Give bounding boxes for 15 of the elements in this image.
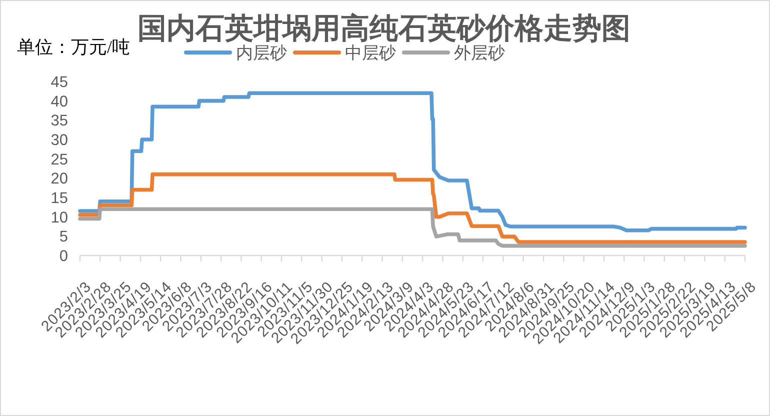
legend-label: 中层砂 <box>345 44 396 62</box>
y-tick-label: 25 <box>50 151 68 168</box>
y-tick-label: 35 <box>50 112 68 130</box>
y-tick-label: 0 <box>59 248 68 265</box>
y-tick-label: 45 <box>50 74 68 91</box>
y-tick-label: 40 <box>50 93 68 110</box>
y-tick-label: 10 <box>50 209 68 226</box>
legend-label: 内层砂 <box>236 44 287 62</box>
y-tick-label: 5 <box>59 228 68 246</box>
y-tick-label: 20 <box>50 170 68 188</box>
chart-title: 国内石英坩埚用高纯石英砂价格走势图 <box>138 12 630 45</box>
legend-label: 外层砂 <box>454 44 505 62</box>
y-axis-title: 单位：万元/吨 <box>17 37 130 57</box>
y-tick-label: 15 <box>50 190 68 207</box>
y-tick-label: 30 <box>50 132 68 149</box>
